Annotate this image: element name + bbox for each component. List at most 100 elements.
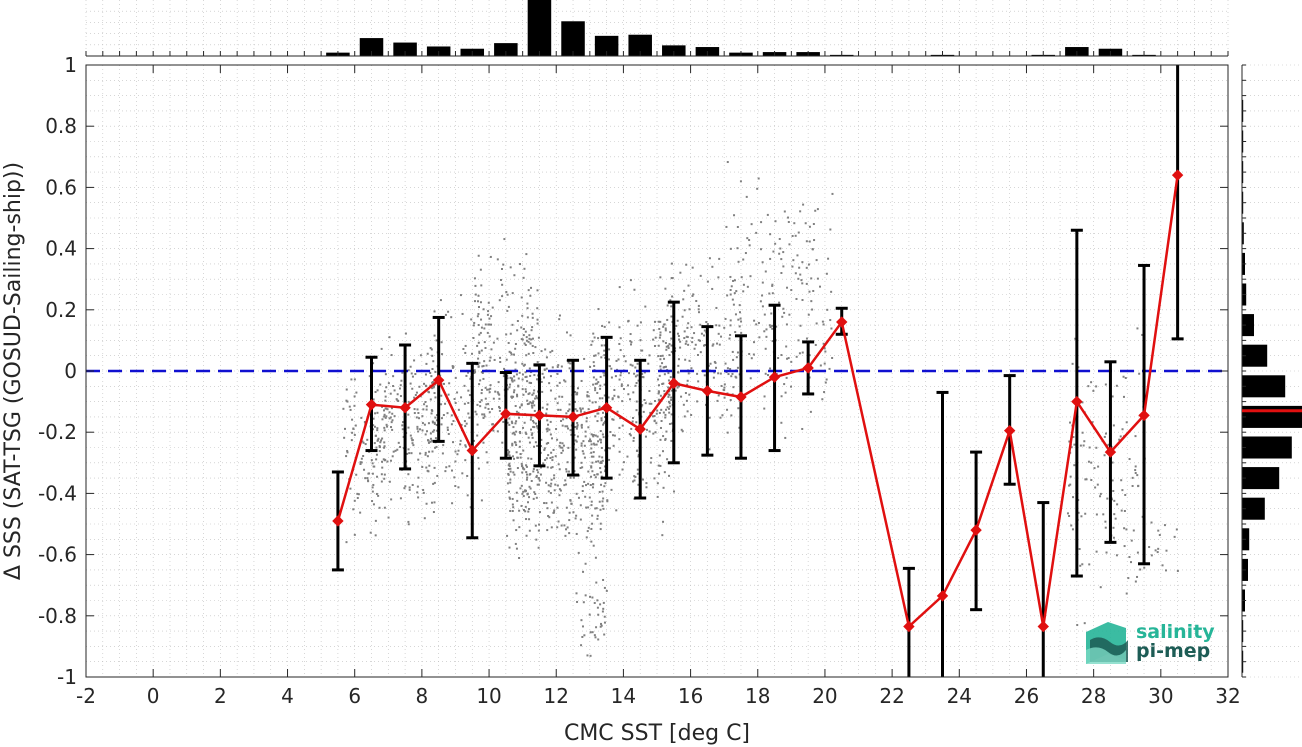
scatter-point [441, 353, 444, 356]
scatter-point [530, 416, 533, 419]
mean-marker [466, 444, 478, 457]
scatter-point [429, 371, 432, 374]
scatter-point [401, 428, 404, 431]
scatter-point [533, 445, 536, 448]
scatter-point [489, 387, 492, 390]
scatter-point [349, 487, 352, 490]
scatter-point [719, 372, 722, 375]
scatter-point [422, 488, 425, 491]
scatter-point [487, 310, 490, 313]
scatter-point [525, 478, 528, 481]
scatter-point [592, 383, 595, 386]
scatter-point [596, 514, 599, 517]
scatter-point [579, 410, 582, 413]
scatter-point [670, 389, 673, 392]
scatter-point [583, 634, 586, 637]
scatter-point [516, 499, 519, 502]
scatter-point [627, 384, 630, 387]
scatter-point [599, 625, 602, 628]
scatter-point [549, 456, 552, 459]
scatter-point [482, 441, 485, 444]
scatter-point [668, 422, 671, 425]
scatter-point [740, 320, 743, 323]
scatter-point [676, 386, 679, 389]
scatter-point [1103, 454, 1106, 457]
scatter-point [374, 519, 377, 522]
scatter-point [703, 329, 706, 332]
scatter-point [484, 406, 487, 409]
scatter-point [532, 352, 535, 355]
scatter-point [726, 367, 729, 370]
logo-line2: pi-mep [1136, 640, 1210, 662]
scatter-point [389, 416, 392, 419]
scatter-point [696, 372, 699, 375]
scatter-point [539, 473, 542, 476]
scatter-point [457, 449, 460, 452]
scatter-point [574, 426, 577, 429]
scatter-point [581, 466, 584, 469]
scatter-point [615, 509, 618, 512]
scatter-point [515, 547, 518, 550]
scatter-point [735, 356, 738, 359]
scatter-point [822, 342, 825, 345]
scatter-point [523, 267, 526, 270]
scatter-point [742, 258, 745, 261]
scatter-point [446, 428, 449, 431]
scatter-point [445, 466, 448, 469]
scatter-point [459, 443, 462, 446]
scatter-point [686, 326, 689, 329]
scatter-point [726, 294, 729, 297]
scatter-point [622, 461, 625, 464]
scatter-point [543, 448, 546, 451]
scatter-point [653, 344, 656, 347]
scatter-point [346, 400, 349, 403]
scatter-point [1095, 385, 1098, 388]
scatter-point [429, 398, 432, 401]
scatter-point [536, 378, 539, 381]
scatter-point [772, 250, 775, 253]
scatter-point [501, 283, 504, 286]
scatter-point [1074, 337, 1077, 340]
scatter-point [488, 317, 491, 320]
scatter-point [730, 414, 733, 417]
scatter-point [525, 375, 528, 378]
scatter-point [565, 470, 568, 473]
scatter-point [1131, 476, 1134, 479]
scatter-point [383, 390, 386, 393]
scatter-point [666, 458, 669, 461]
scatter-point [1128, 556, 1131, 559]
scatter-point [531, 393, 534, 396]
scatter-point [384, 399, 387, 402]
scatter-point [649, 461, 652, 464]
scatter-point [490, 315, 493, 318]
scatter-point [1130, 539, 1133, 542]
scatter-point [392, 375, 395, 378]
scatter-point [594, 382, 597, 385]
scatter-point [678, 338, 681, 341]
scatter-point [738, 325, 741, 328]
scatter-point [525, 471, 528, 474]
scatter-point [499, 278, 502, 281]
scatter-point [769, 257, 772, 260]
scatter-point [601, 324, 604, 327]
scatter-point [558, 314, 561, 317]
scatter-point [385, 415, 388, 418]
mean-marker [500, 408, 512, 420]
scatter-point [556, 506, 559, 509]
scatter-point [595, 507, 598, 510]
scatter-point [500, 267, 503, 270]
scatter-point [594, 354, 597, 357]
scatter-point [633, 479, 636, 482]
scatter-point [771, 327, 774, 330]
scatter-point [652, 338, 655, 341]
scatter-point [808, 290, 811, 293]
scatter-point [662, 340, 665, 343]
scatter-point [384, 407, 387, 410]
scatter-point [353, 533, 356, 536]
scatter-point [612, 434, 615, 437]
scatter-point [353, 499, 356, 502]
scatter-point [637, 483, 640, 486]
scatter-point [657, 392, 660, 395]
scatter-point [540, 438, 543, 441]
scatter-point [425, 430, 428, 433]
